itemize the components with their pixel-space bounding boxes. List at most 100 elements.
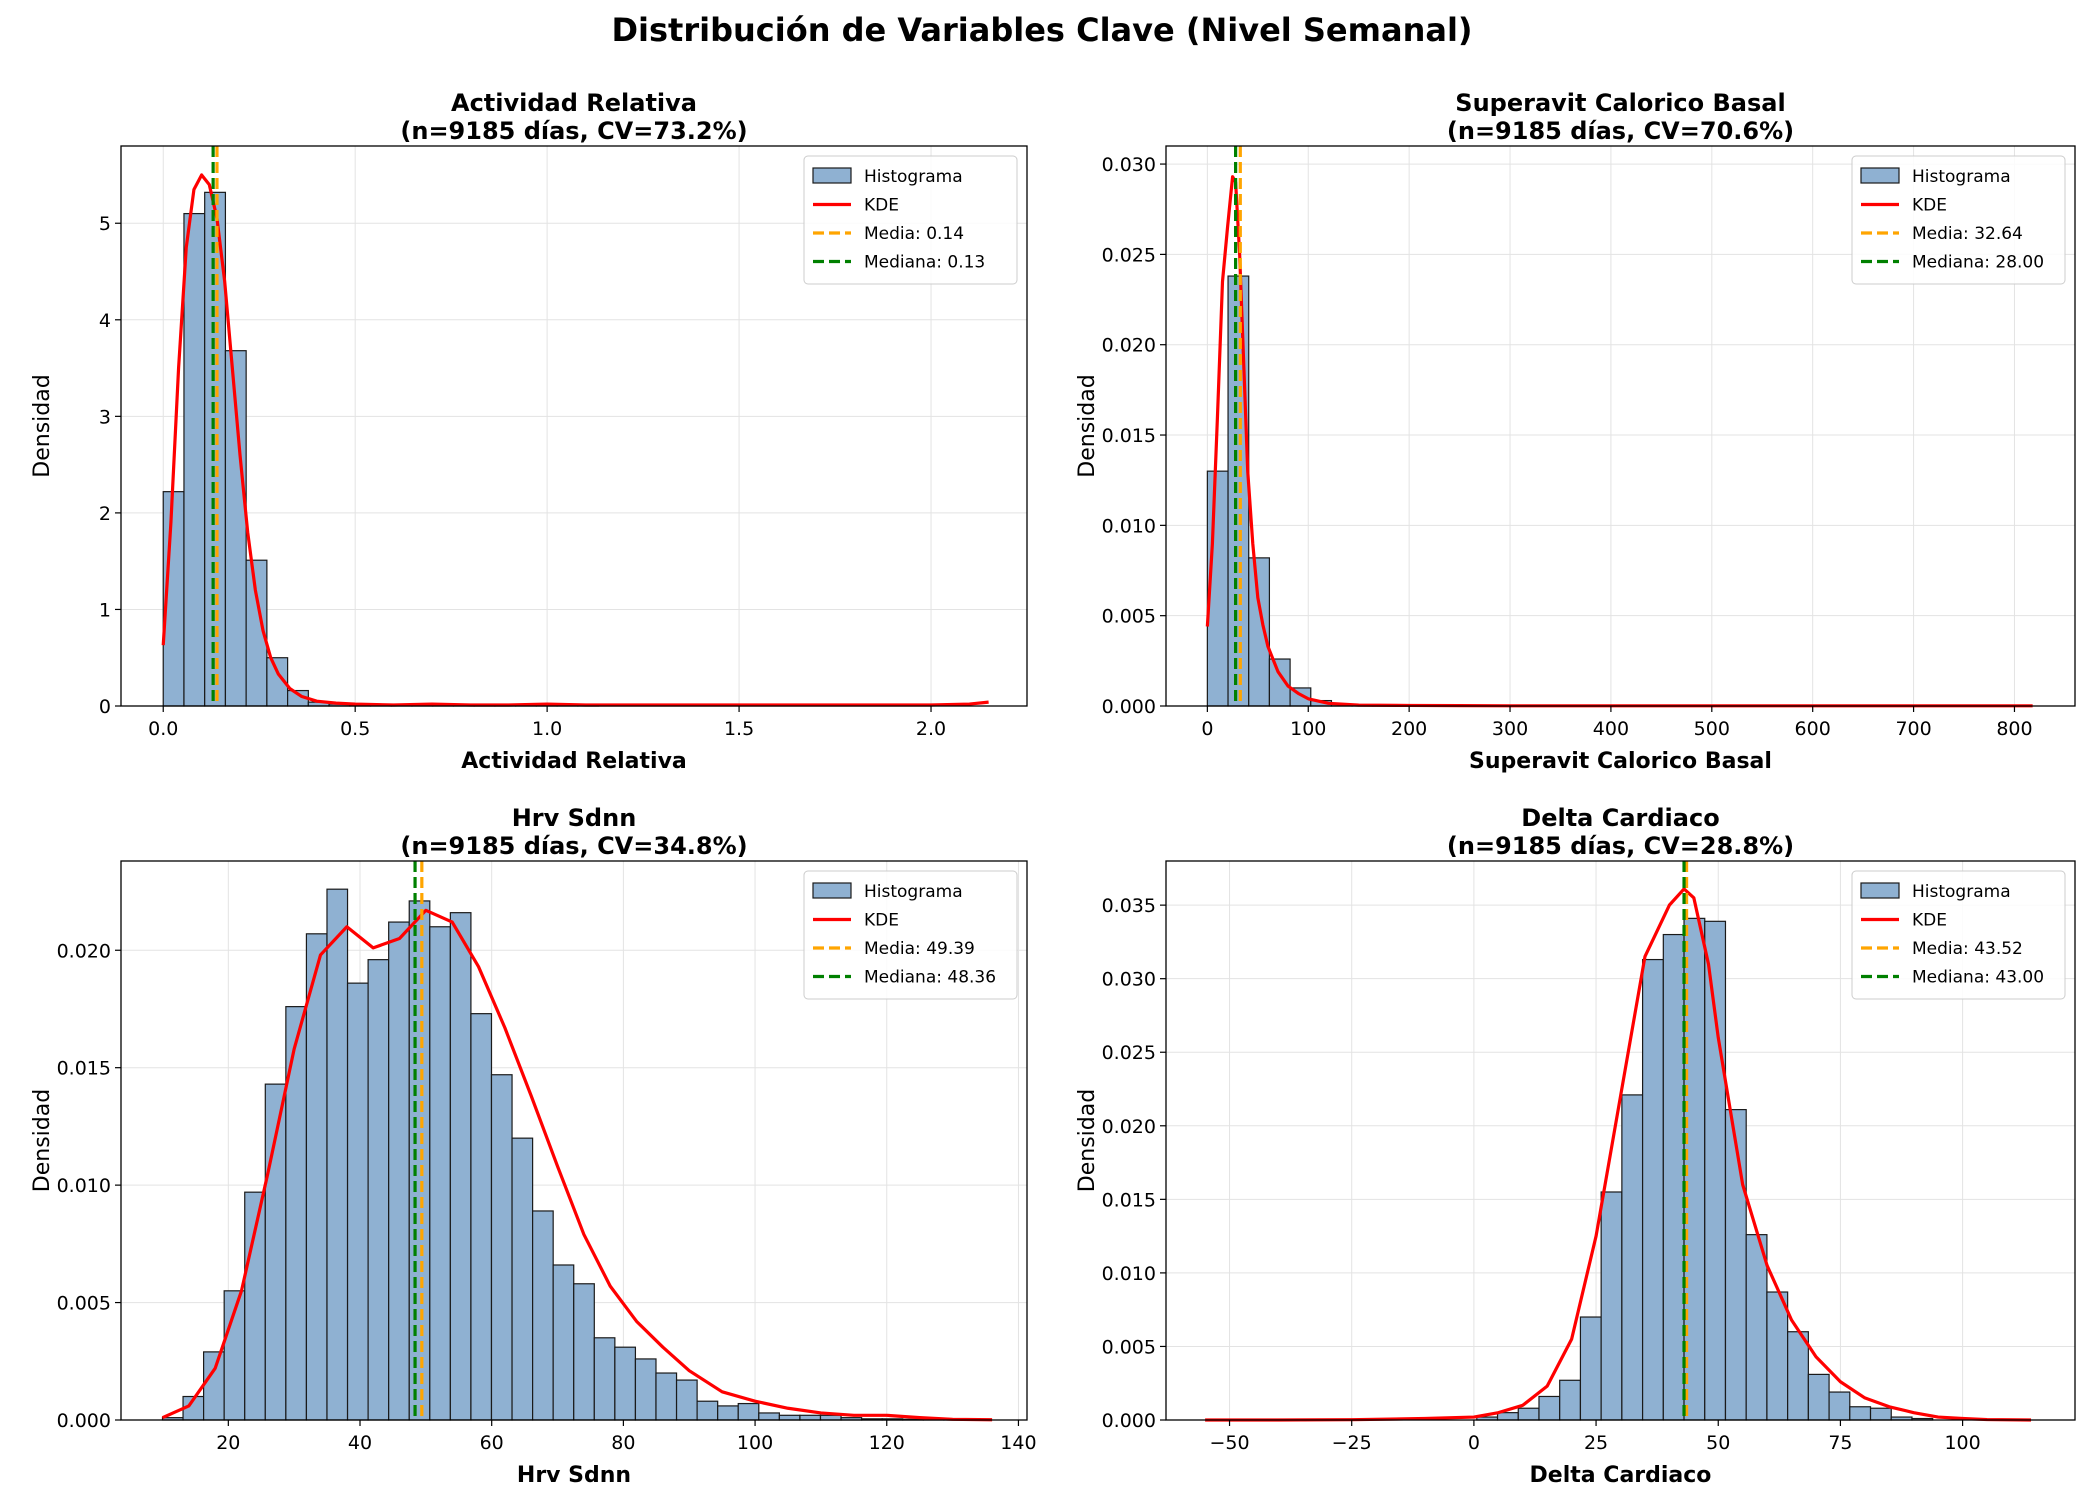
- y-tick-label: 2: [99, 503, 111, 525]
- chart-subtitle: (n=9185 días, CV=28.8%): [1447, 832, 1794, 860]
- histogram-bar: [1869, 1407, 1892, 1421]
- x-axis-label: Delta Cardiaco: [1530, 1463, 1712, 1488]
- histogram-bar: [1559, 1379, 1582, 1421]
- histogram-bar: [614, 1346, 637, 1421]
- chart-panel-2: 0 100 200 300 400 500 600 700 800 0.000 0.005 0.010…: [1075, 89, 2076, 774]
- x-tick-label: 40: [348, 1432, 372, 1454]
- x-tick-label: 400: [1593, 718, 1629, 740]
- x-tick-label: 120: [869, 1432, 905, 1454]
- legend-label: Media: 49.39: [864, 939, 975, 959]
- chart-title: Actividad Relativa: [451, 89, 697, 117]
- x-tick-label: 500: [1694, 718, 1730, 740]
- legend-swatch-histogram: [1860, 167, 1900, 184]
- histogram-bar: [367, 959, 390, 1421]
- histogram-bar: [408, 900, 431, 1421]
- histogram-bar: [470, 1013, 493, 1421]
- histogram-bar: [1496, 1412, 1519, 1421]
- histogram-bar: [511, 1137, 534, 1421]
- figure-title: Distribución de Variables Clave (Nivel S…: [611, 11, 1472, 49]
- y-tick-label: 0.005: [1102, 606, 1156, 628]
- histogram-bar: [778, 1414, 801, 1421]
- histogram-bar: [717, 1405, 739, 1421]
- y-tick-label: 0.010: [1102, 1263, 1156, 1285]
- legend-label: Histograma: [864, 167, 963, 187]
- chart-panel-3: 20 40 60 80 100 120 140 0.000 0.005 0.010 0.015 0.0…: [30, 804, 1037, 1488]
- histogram-bar: [1787, 1331, 1809, 1421]
- histogram-bar: [1248, 557, 1271, 707]
- legend-label: Mediana: 48.36: [864, 968, 996, 988]
- x-tick-label: 100: [1290, 718, 1326, 740]
- legend-box: [803, 870, 1018, 1000]
- x-tick-label: 20: [216, 1432, 240, 1454]
- legend: Histograma KDE Media: 49.39 Mediana: 48.36: [803, 870, 1018, 1000]
- chart-title: Superavit Calorico Basal: [1455, 89, 1785, 117]
- chart-title: Delta Cardiaco: [1521, 804, 1719, 832]
- legend-label: Media: 32.64: [1912, 224, 2023, 244]
- histogram-bar: [1579, 1316, 1602, 1421]
- y-axis-label: Densidad: [30, 374, 55, 477]
- histogram-bar: [532, 1210, 554, 1421]
- histogram-bar: [326, 888, 349, 1421]
- y-tick-label: 5: [99, 213, 111, 235]
- x-tick-label: 1.0: [532, 718, 562, 740]
- histogram-bar: [1641, 958, 1664, 1421]
- x-axis-label: Hrv Sdnn: [517, 1463, 631, 1488]
- histogram-bar: [1662, 933, 1685, 1421]
- histogram-bar: [1600, 1191, 1623, 1421]
- histogram-bar: [696, 1400, 719, 1421]
- histogram-bar: [429, 926, 451, 1421]
- legend-swatch-histogram: [812, 167, 852, 184]
- y-tick-label: 3: [99, 406, 111, 428]
- histogram-bar: [1538, 1395, 1561, 1421]
- y-tick-label: 0.015: [1102, 1189, 1156, 1211]
- y-tick-label: 0.030: [1102, 969, 1156, 991]
- legend-label: Mediana: 43.00: [1912, 968, 2044, 988]
- y-axis-label: Densidad: [1075, 374, 1100, 477]
- histogram-bar: [552, 1264, 575, 1421]
- y-tick-label: 0.025: [1102, 1042, 1156, 1064]
- legend-swatch-histogram: [1860, 882, 1900, 899]
- y-tick-label: 1: [99, 599, 111, 621]
- x-tick-label: 2.0: [916, 718, 946, 740]
- x-tick-label: 300: [1492, 718, 1528, 740]
- x-tick-label: 800: [1996, 718, 2032, 740]
- x-axis-label: Superavit Calorico Basal: [1469, 749, 1772, 774]
- y-tick-label: 0.020: [1102, 335, 1156, 357]
- x-tick-label: 80: [611, 1432, 635, 1454]
- chart-subtitle: (n=9185 días, CV=70.6%): [1447, 117, 1794, 145]
- histogram-bar: [305, 933, 328, 1421]
- legend: Histograma KDE Media: 32.64 Mediana: 28.00: [1851, 155, 2066, 285]
- y-tick-label: 0.030: [1102, 154, 1156, 176]
- histogram-bar: [449, 912, 472, 1421]
- y-tick-label: 0.010: [57, 1175, 111, 1197]
- axes-frame: [1165, 860, 2076, 1421]
- legend-label: Media: 0.14: [864, 224, 964, 244]
- legend-label: Histograma: [1912, 167, 2011, 187]
- chart-subtitle: (n=9185 días, CV=34.8%): [400, 832, 747, 860]
- histogram-bar: [1704, 920, 1727, 1421]
- histogram-bar: [1807, 1373, 1830, 1421]
- legend-label: KDE: [1912, 911, 1947, 931]
- x-tick-label: 0: [1201, 718, 1213, 740]
- chart-subtitle: (n=9185 días, CV=73.2%): [400, 117, 747, 145]
- x-tick-label: 50: [1706, 1432, 1730, 1454]
- axes-frame: [120, 860, 1028, 1421]
- legend-label: KDE: [864, 911, 899, 931]
- legend-box: [1851, 155, 2066, 285]
- legend: Histograma KDE Media: 0.14 Mediana: 0.13: [803, 155, 1018, 285]
- legend-label: Mediana: 0.13: [864, 253, 985, 273]
- legend-box: [803, 155, 1018, 285]
- y-tick-label: 0.000: [1102, 696, 1156, 718]
- histogram-bar: [634, 1358, 657, 1421]
- x-tick-label: 140: [1000, 1432, 1036, 1454]
- kde-line: [161, 908, 993, 1422]
- histogram-bar: [1621, 1094, 1644, 1421]
- histogram-bar: [388, 921, 410, 1421]
- histogram-bar: [758, 1412, 780, 1421]
- y-tick-label: 0.035: [1102, 895, 1156, 917]
- histogram-bar: [1724, 1109, 1747, 1421]
- histogram-bar: [1517, 1407, 1540, 1421]
- histogram-bar: [203, 1351, 225, 1421]
- x-tick-label: 1.5: [724, 718, 754, 740]
